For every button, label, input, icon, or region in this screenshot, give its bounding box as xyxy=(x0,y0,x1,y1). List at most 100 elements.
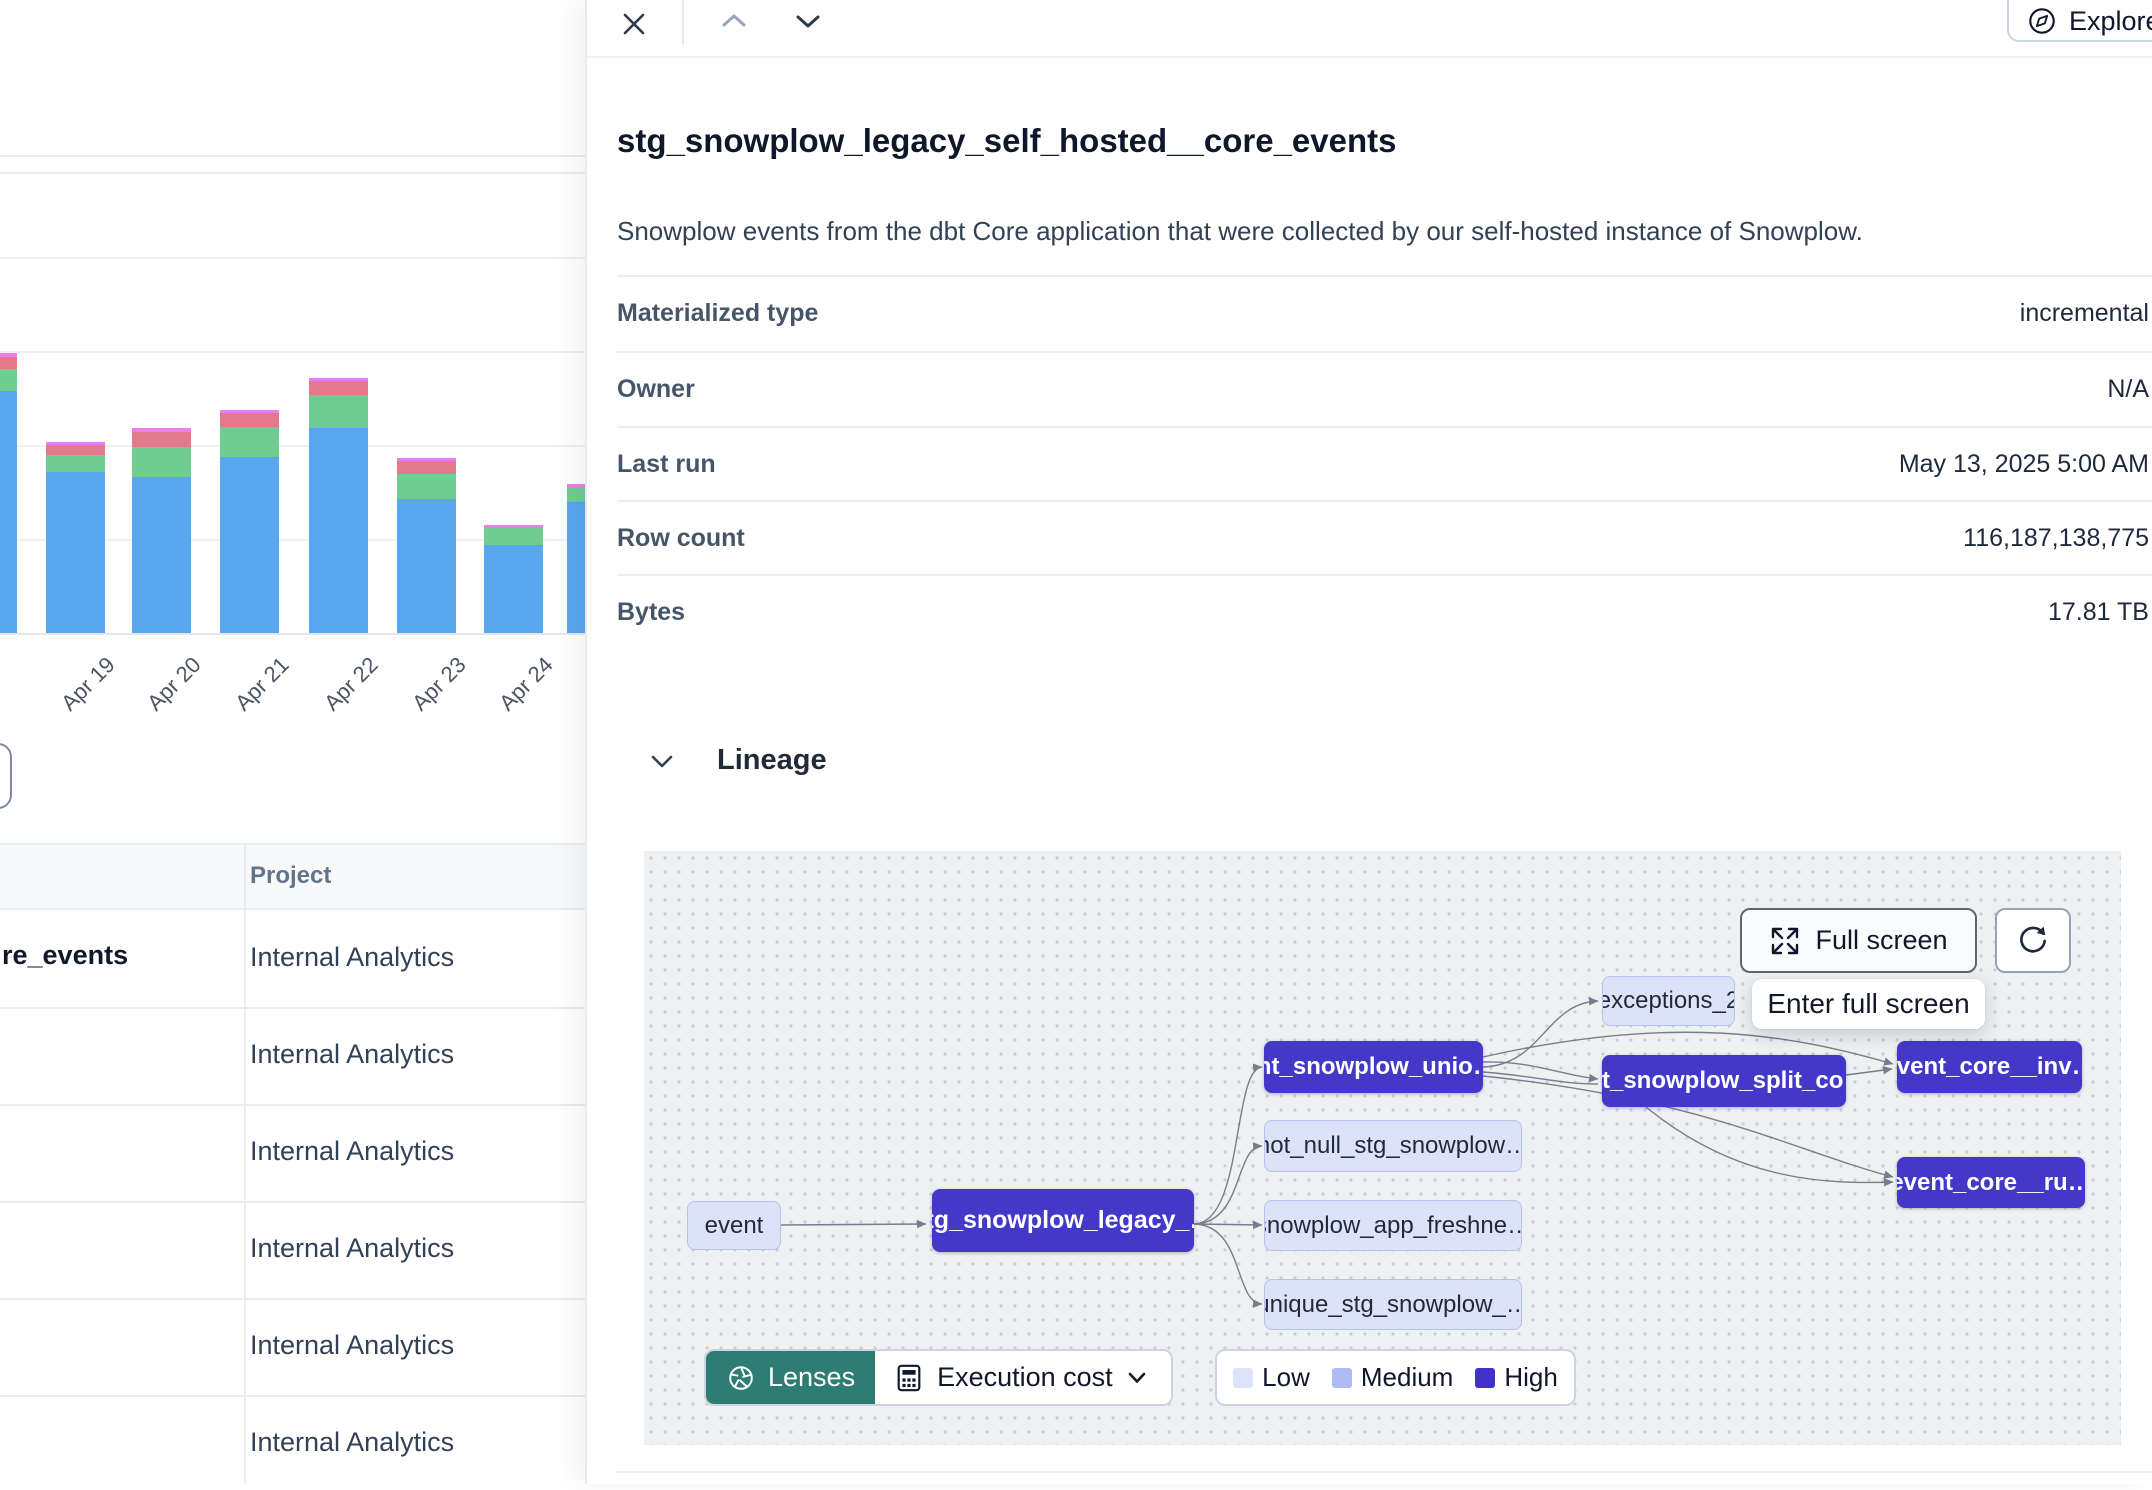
legend-label: Medium xyxy=(1360,1362,1454,1392)
lineage-section-toggle[interactable]: Lineage xyxy=(649,744,827,777)
bar-Apr 24 xyxy=(484,525,543,633)
bar-segment-blue xyxy=(484,545,543,633)
x-tick-label: Apr 23 xyxy=(406,652,471,716)
meta-value: N/A xyxy=(2107,375,2149,403)
table-row[interactable]: Internal Analytics xyxy=(0,1007,800,1102)
section-divider xyxy=(0,155,800,157)
row-divider xyxy=(0,1298,800,1300)
compass-icon xyxy=(2029,8,2055,34)
row-divider xyxy=(0,1201,800,1203)
chevron-down-icon xyxy=(651,755,673,767)
lineage-node-event[interactable]: event xyxy=(687,1201,781,1250)
meta-label: Last run xyxy=(617,450,716,478)
project-cell: Internal Analytics xyxy=(250,1136,455,1166)
legend-label: High xyxy=(1504,1362,1558,1392)
divider xyxy=(617,426,2152,428)
divider xyxy=(617,574,2152,576)
bar-segment-blue xyxy=(397,499,456,633)
node-label: event_core__ru… xyxy=(1897,1168,2085,1196)
node-label: event_core__inv… xyxy=(1897,1053,2082,1080)
meta-label: Bytes xyxy=(617,598,686,626)
table-row[interactable]: re_events Internal Analytics xyxy=(0,910,800,1005)
legend-label: Low xyxy=(1262,1362,1310,1392)
bar-clipped xyxy=(0,353,17,633)
lineage-node-unio[interactable]: int_snowplow_unio… xyxy=(1264,1041,1483,1093)
previous-item-button[interactable] xyxy=(719,10,749,35)
meta-label: Row count xyxy=(617,524,745,552)
meta-value: 17.81 TB xyxy=(2047,598,2149,626)
bar-segment-pink xyxy=(0,353,17,357)
bar-segment-red xyxy=(132,432,191,447)
model-name-cell: re_events xyxy=(2,940,129,970)
lineage-node-ru[interactable]: event_core__ru… xyxy=(1897,1157,2085,1208)
refresh-icon xyxy=(2020,926,2047,953)
model-description: Snowplow events from the dbt Core applic… xyxy=(617,216,1863,246)
gridline xyxy=(0,445,800,447)
bar-segment-green xyxy=(0,369,17,391)
legend-item-high: High xyxy=(1475,1362,1558,1393)
topbar-divider xyxy=(682,0,684,44)
lens-selected-label: Execution cost xyxy=(937,1362,1113,1392)
expand-icon xyxy=(1772,927,1799,954)
x-tick-label: Apr 24 xyxy=(493,652,558,716)
meta-label: Materialized type xyxy=(617,299,819,327)
lineage-node-freshness[interactable]: snowplow_app_freshne… xyxy=(1264,1200,1522,1251)
bar-segment-red xyxy=(0,357,17,369)
cost-legend: Low Medium High xyxy=(1215,1349,1576,1406)
chevron-up-icon xyxy=(722,14,746,27)
lens-selector[interactable]: Execution cost xyxy=(875,1351,1171,1404)
meta-row-owner: Owner N/A xyxy=(617,352,2149,427)
bar-Apr 19 xyxy=(46,442,105,633)
node-label: exceptions_2 xyxy=(1602,987,1735,1014)
column-header-project: Project xyxy=(250,862,332,889)
table-row[interactable]: Internal Analytics xyxy=(0,1104,800,1199)
meta-row-bytes: Bytes 17.81 TB xyxy=(617,575,2149,650)
lineage-node-unique[interactable]: unique_stg_snowplow_… xyxy=(1264,1279,1522,1330)
node-label: unique_stg_snowplow_… xyxy=(1264,1290,1522,1318)
explore-button[interactable]: Explore xyxy=(2007,0,2152,42)
bar-segment-red xyxy=(309,381,368,395)
x-tick-label: Apr 22 xyxy=(318,652,383,716)
gridline xyxy=(0,351,800,353)
close-button[interactable] xyxy=(618,8,650,43)
divider xyxy=(617,351,2152,353)
bar-Apr 20 xyxy=(132,428,191,633)
clipped-button-fragment[interactable] xyxy=(0,743,12,809)
gridline xyxy=(0,257,800,259)
next-item-button[interactable] xyxy=(793,10,823,35)
divider xyxy=(617,275,2152,277)
node-label: int_snowplow_unio… xyxy=(1264,1053,1483,1080)
model-detail-panel: Explore stg_snowplow_legacy_self_hosted_… xyxy=(585,0,2152,1484)
bar-segment-green xyxy=(220,427,279,457)
lineage-node-inv[interactable]: event_core__inv… xyxy=(1897,1041,2082,1093)
project-cell: Internal Analytics xyxy=(250,1427,455,1457)
lenses-button[interactable]: Lenses xyxy=(706,1351,876,1404)
refresh-button[interactable] xyxy=(1995,908,2071,973)
column-divider xyxy=(244,843,246,1484)
bar-segment-green xyxy=(132,447,191,477)
lineage-canvas[interactable]: event stg_snowplow_legacy_… int_snowplow… xyxy=(644,851,2121,1445)
node-label: not_null_stg_snowplow… xyxy=(1264,1132,1522,1159)
row-divider xyxy=(0,1395,800,1397)
bar-segment-pink xyxy=(46,442,105,445)
legend-swatch-medium xyxy=(1331,1367,1352,1388)
fullscreen-label: Full screen xyxy=(1815,925,1948,955)
lineage-node-split[interactable]: int_snowplow_split_co… xyxy=(1602,1055,1846,1107)
table-row[interactable]: Internal Analytics xyxy=(0,1201,800,1296)
bar-segment-green xyxy=(484,527,543,545)
node-label: stg_snowplow_legacy_… xyxy=(932,1206,1194,1234)
fullscreen-button[interactable]: Full screen xyxy=(1740,908,1977,973)
lineage-node-stg[interactable]: stg_snowplow_legacy_… xyxy=(932,1189,1194,1252)
lineage-node-exceptions[interactable]: exceptions_2 xyxy=(1602,976,1735,1026)
x-tick-label: Apr 20 xyxy=(141,652,206,716)
row-divider xyxy=(0,1104,800,1106)
table-row[interactable]: Internal Analytics xyxy=(0,1395,800,1490)
bar-segment-green xyxy=(309,395,368,428)
bar-Apr 21 xyxy=(220,410,279,633)
lineage-node-not-null[interactable]: not_null_stg_snowplow… xyxy=(1264,1120,1522,1172)
bar-Apr 22 xyxy=(309,378,368,633)
lenses-control: Lenses Execution cost xyxy=(704,1349,1173,1406)
table-row[interactable]: Internal Analytics xyxy=(0,1298,800,1393)
explore-label: Explore xyxy=(2069,5,2152,36)
node-label: int_snowplow_split_co… xyxy=(1602,1067,1846,1094)
